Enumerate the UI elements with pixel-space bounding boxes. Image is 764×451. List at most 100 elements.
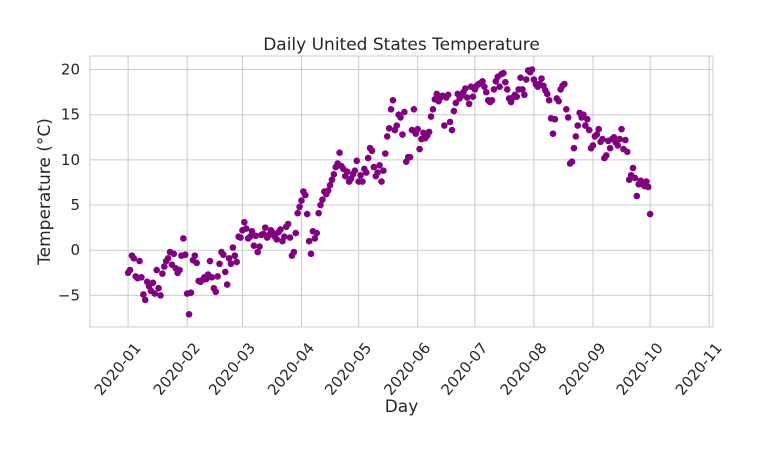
data-point — [570, 144, 578, 152]
data-point — [315, 209, 322, 217]
data-point — [465, 100, 473, 108]
data-point — [496, 83, 503, 91]
data-point — [313, 229, 321, 237]
data-point — [572, 133, 580, 140]
data-point — [448, 126, 456, 134]
data-point — [568, 158, 576, 165]
data-point — [382, 150, 389, 157]
data-point — [149, 279, 157, 287]
data-point — [574, 122, 582, 129]
data-point — [614, 142, 622, 149]
y-tick-label: 10 — [61, 151, 80, 169]
data-point — [521, 91, 528, 99]
data-point — [427, 113, 435, 120]
data-point — [290, 248, 298, 256]
data-point — [374, 169, 381, 176]
y-tick-label: 15 — [61, 106, 80, 124]
data-point — [488, 96, 496, 104]
data-point — [364, 154, 372, 162]
data-point — [368, 147, 376, 155]
data-point — [646, 210, 654, 218]
data-point — [538, 75, 545, 82]
data-point — [389, 96, 397, 104]
data-point — [330, 171, 338, 178]
data-point — [126, 266, 134, 274]
y-tick-label: 0 — [70, 241, 80, 259]
data-point — [159, 270, 166, 278]
data-point — [164, 255, 172, 262]
data-point — [387, 106, 395, 113]
data-point — [294, 209, 301, 217]
data-point — [138, 274, 145, 281]
data-point — [583, 115, 591, 123]
data-point — [301, 191, 309, 199]
y-tick-label: −5 — [58, 286, 80, 304]
data-point — [631, 174, 639, 182]
data-point — [246, 233, 254, 240]
data-point — [140, 291, 147, 298]
data-point — [580, 111, 587, 119]
data-point — [441, 122, 448, 129]
data-point — [528, 66, 536, 73]
data-point — [353, 157, 361, 165]
data-point — [370, 163, 378, 171]
data-point — [416, 145, 423, 153]
data-point — [157, 292, 164, 299]
data-point — [380, 167, 387, 175]
grid — [90, 56, 713, 327]
data-point — [170, 250, 178, 258]
y-tick-label: 5 — [70, 196, 80, 214]
data-point — [296, 203, 303, 211]
data-point — [237, 234, 244, 241]
data-point — [545, 96, 553, 104]
data-point — [155, 284, 162, 292]
data-point — [317, 201, 324, 209]
data-point — [383, 133, 391, 140]
data-point — [502, 78, 509, 86]
data-point — [549, 130, 557, 137]
data-point — [277, 226, 284, 233]
data-point — [220, 251, 227, 259]
data-point — [585, 126, 593, 134]
data-point — [252, 232, 260, 240]
data-point — [595, 125, 602, 133]
data-point — [362, 169, 370, 176]
data-point — [593, 131, 601, 138]
data-point — [410, 106, 418, 113]
data-point — [359, 178, 366, 185]
data-point — [191, 252, 199, 259]
data-point — [599, 135, 606, 143]
data-point — [351, 167, 359, 175]
data-point — [292, 229, 300, 237]
data-point — [141, 296, 149, 304]
data-point — [151, 290, 159, 297]
data-point — [555, 97, 562, 105]
data-point — [185, 311, 193, 318]
data-point — [522, 76, 530, 83]
y-tick-labels: −5 0 5 10 15 20 — [58, 61, 80, 305]
data-point — [223, 281, 231, 288]
data-point — [284, 220, 292, 228]
data-point — [610, 134, 618, 141]
data-point — [242, 225, 250, 232]
data-point — [564, 114, 572, 121]
data-point — [229, 244, 237, 251]
data-point — [181, 251, 189, 259]
data-point — [563, 106, 570, 113]
data-point — [227, 260, 235, 268]
data-point — [187, 289, 195, 296]
data-point — [225, 255, 233, 262]
data-point — [319, 196, 326, 203]
data-point — [286, 234, 294, 241]
data-point — [622, 136, 629, 144]
data-point — [254, 248, 261, 256]
data-point — [606, 144, 614, 152]
data-point — [281, 233, 288, 240]
y-tick-label: 20 — [61, 61, 80, 79]
data-point — [490, 86, 498, 93]
data-point — [214, 273, 221, 280]
data-point — [136, 257, 143, 265]
y-axis-title: Temperature (°C) — [35, 118, 55, 266]
data-point — [616, 135, 623, 143]
data-point — [462, 85, 469, 92]
